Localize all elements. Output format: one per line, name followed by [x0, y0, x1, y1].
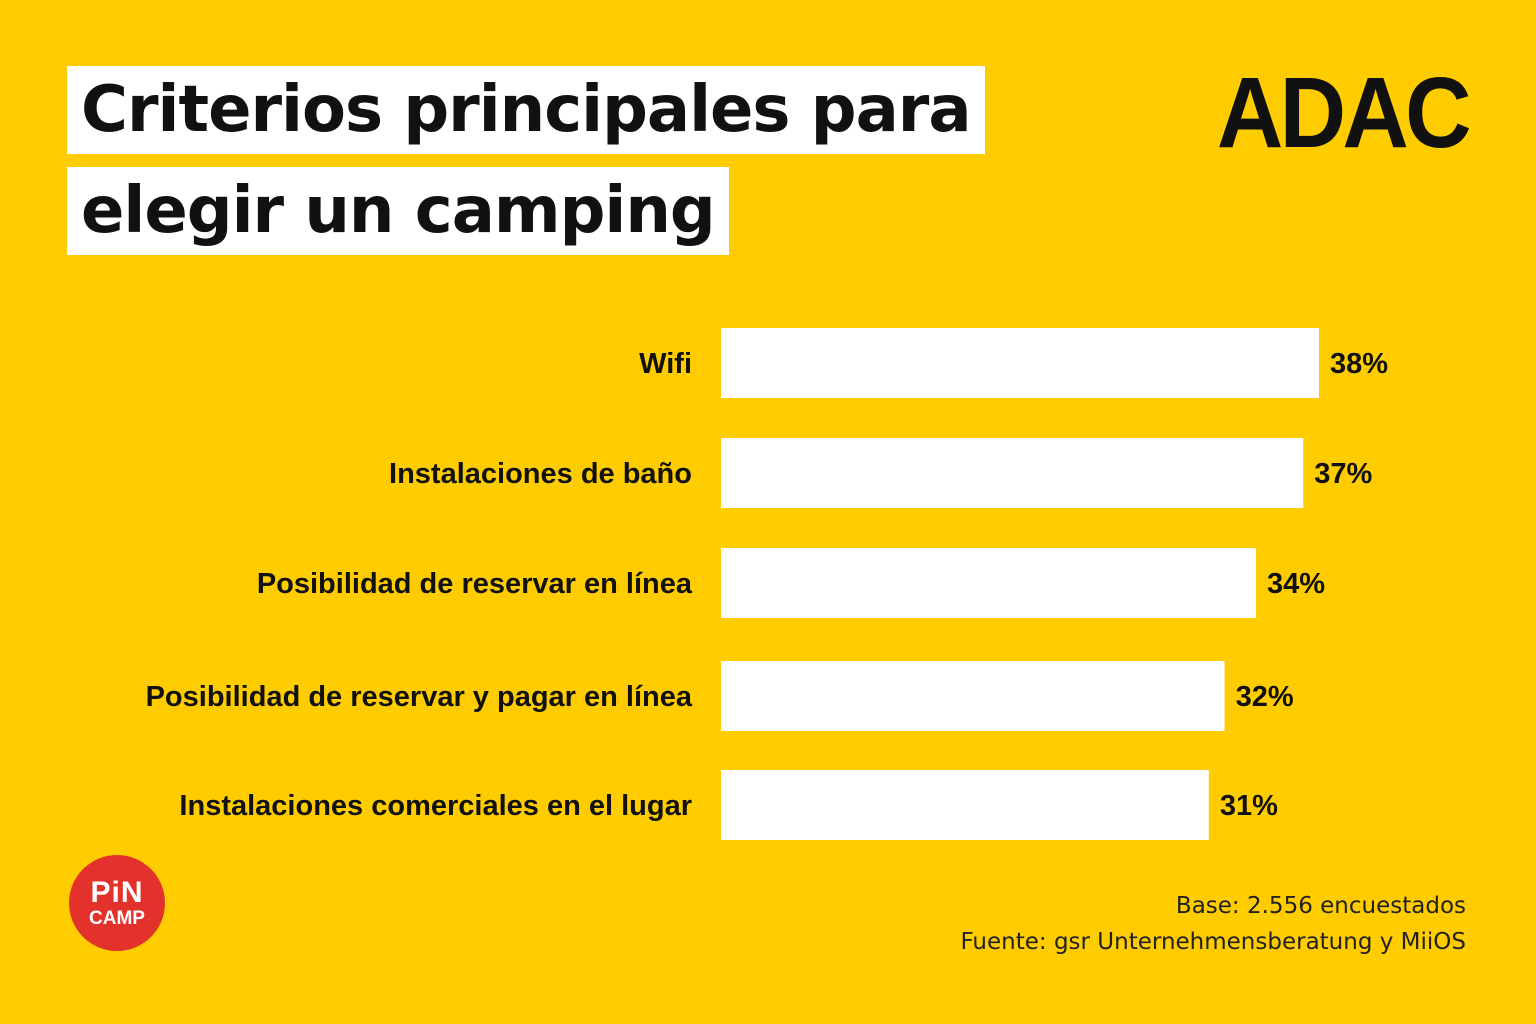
value-label-4: 32%: [1236, 681, 1294, 713]
category-label-2: Instalaciones de baño: [389, 458, 692, 490]
footnotes: Base: 2.556 encuestados Fuente: gsr Unte…: [960, 888, 1466, 960]
value-label-3: 34%: [1267, 568, 1325, 600]
bar-4: [721, 661, 1225, 731]
value-label-5: 31%: [1220, 790, 1278, 822]
bar-1: [721, 328, 1319, 398]
value-label-2: 37%: [1314, 458, 1372, 490]
category-label-1: Wifi: [639, 348, 692, 380]
category-label-3: Posibilidad de reservar en línea: [257, 568, 693, 600]
pincamp-logo-line-1: PiN: [90, 876, 144, 909]
chart-title-line-1: Criterios principales para: [67, 66, 985, 154]
bar-3: [721, 548, 1257, 618]
category-label-5: Instalaciones comerciales en el lugar: [179, 790, 692, 822]
category-label-4: Posibilidad de reservar y pagar en línea: [146, 681, 693, 713]
pincamp-logo: PiN CAMP: [69, 855, 165, 951]
value-label-1: 38%: [1330, 348, 1388, 380]
pincamp-logo-line-2: CAMP: [89, 908, 145, 929]
source-note: Fuente: gsr Unternehmensberatung y MiiOS: [960, 929, 1466, 955]
base-note: Base: 2.556 encuestados: [1175, 893, 1466, 919]
bar-5: [721, 770, 1209, 840]
adac-logo: ADAC: [1216, 57, 1472, 169]
bar-2: [721, 438, 1304, 508]
chart-title-line-2: elegir un camping: [67, 167, 729, 255]
